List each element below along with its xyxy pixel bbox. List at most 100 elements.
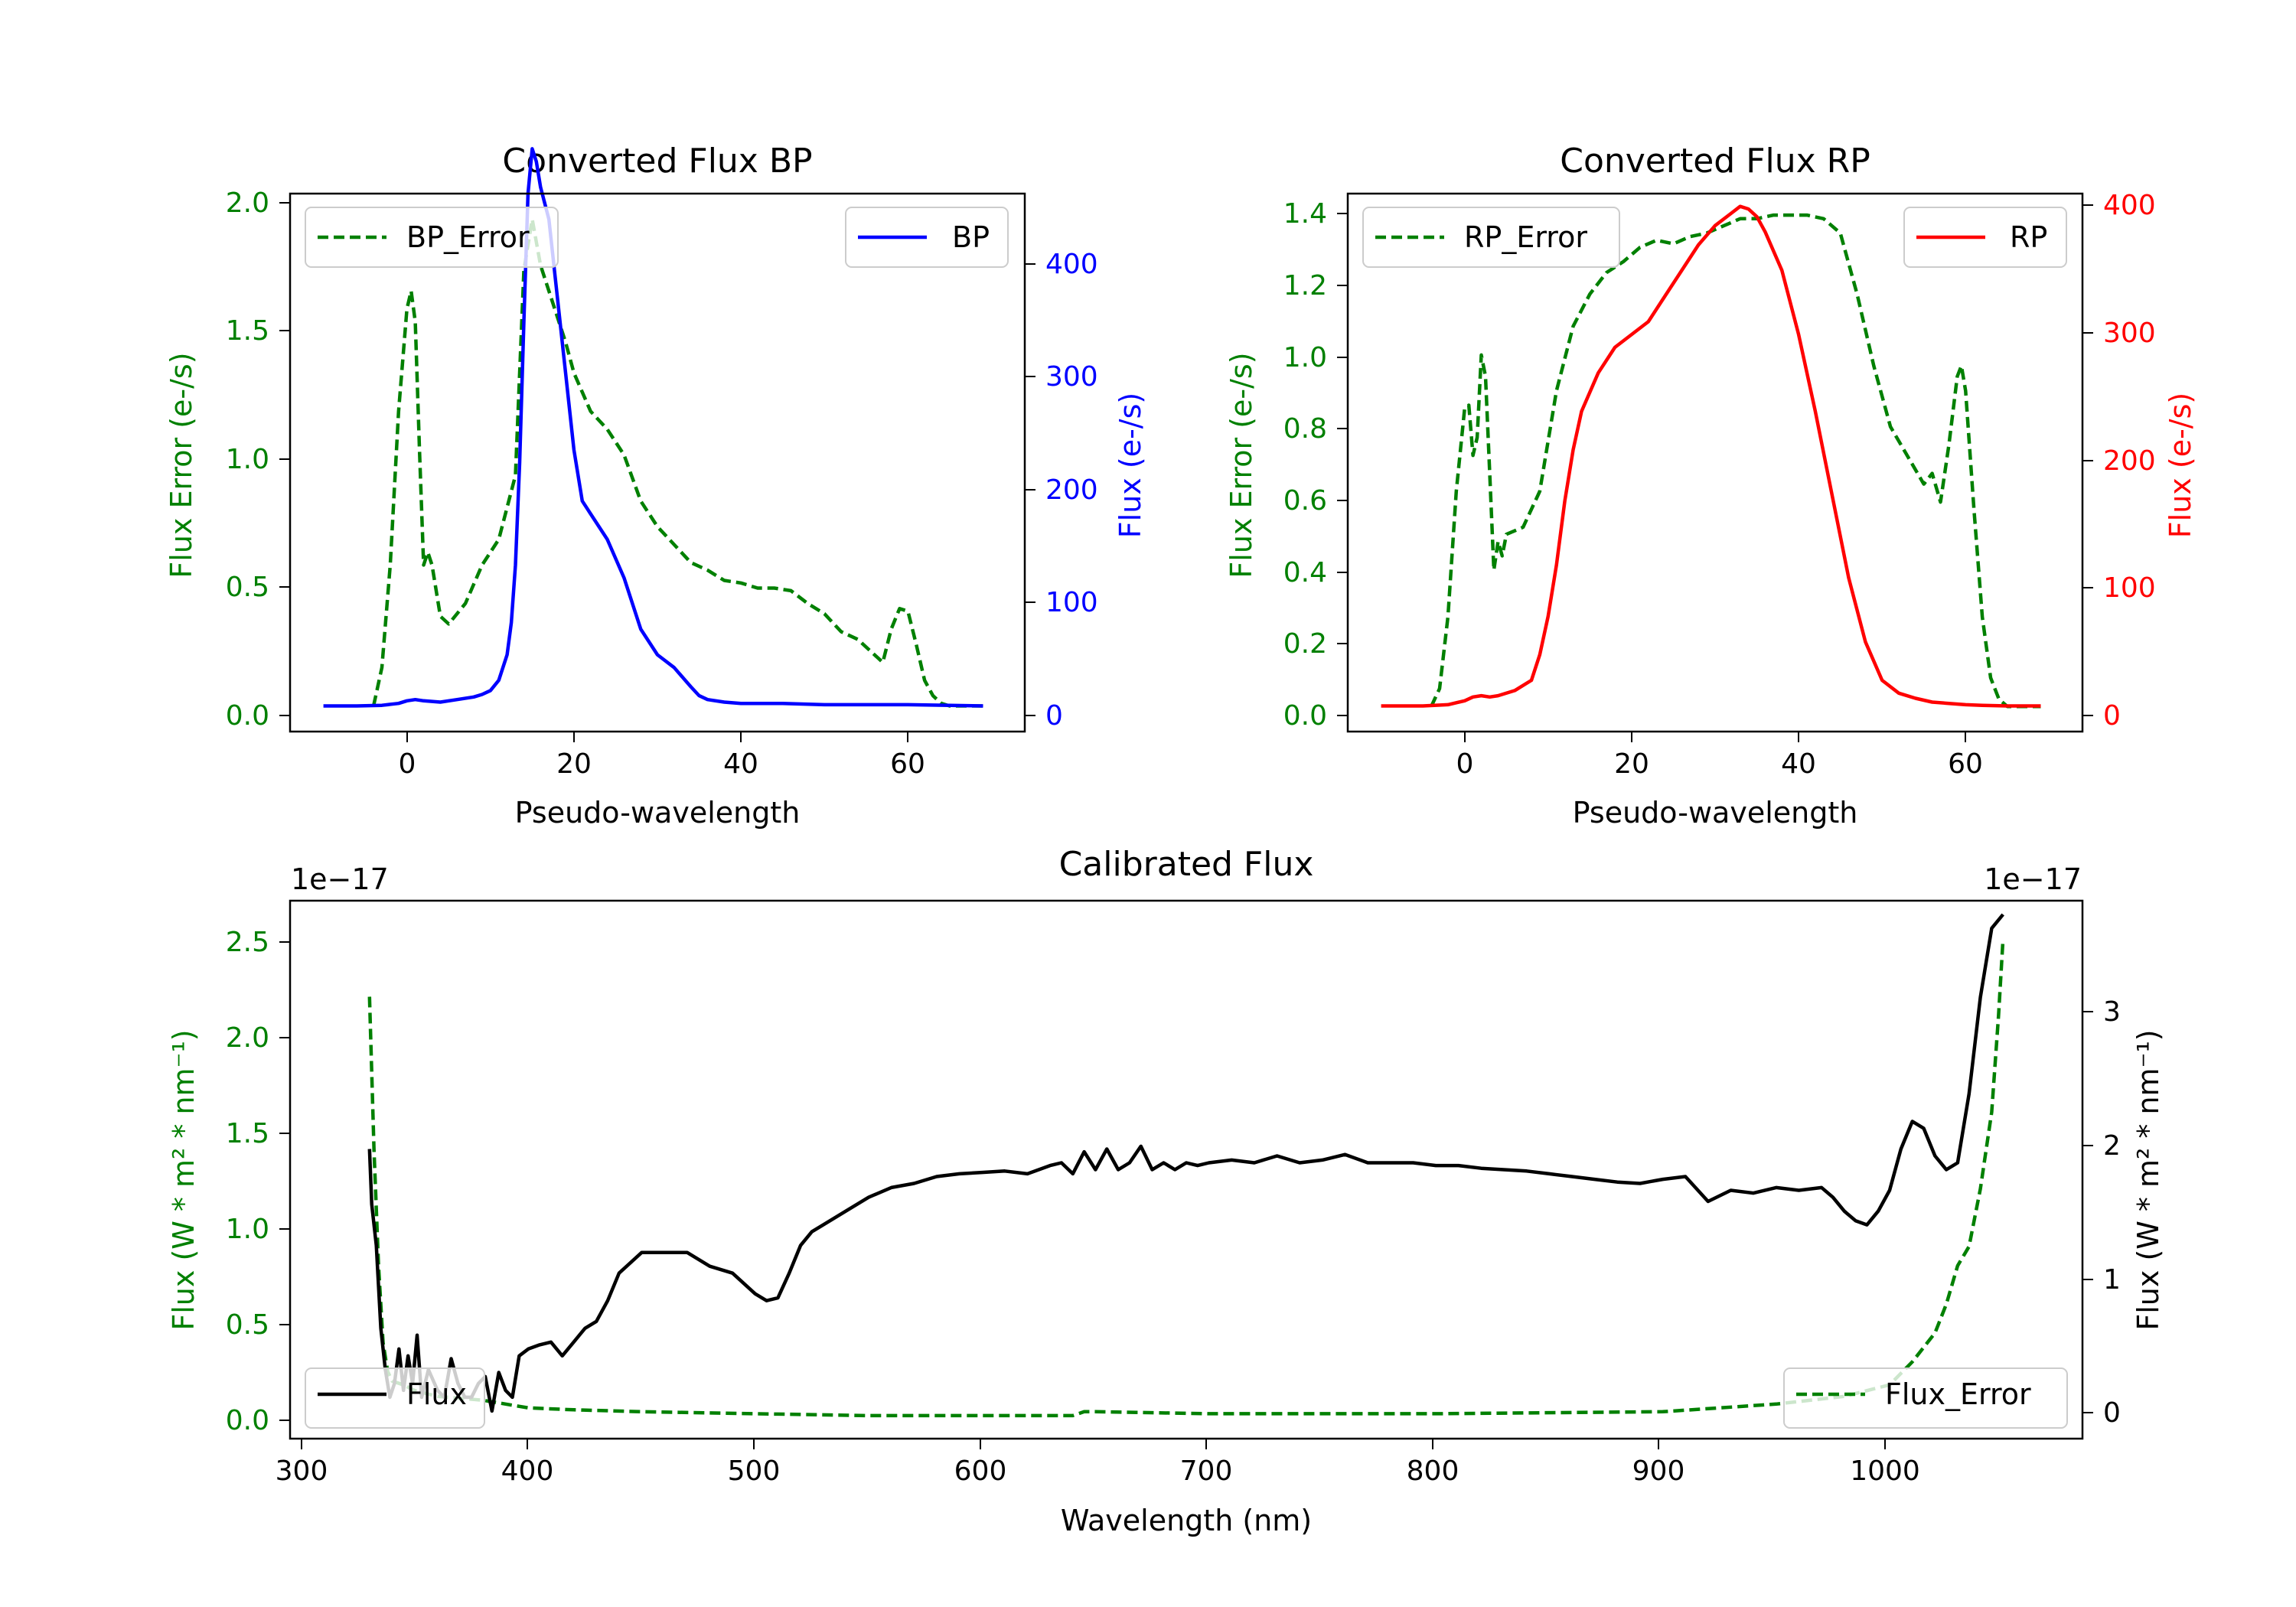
bp-panel: Converted Flux BP Pseudo-wavelength Flux…: [165, 142, 1147, 830]
rp-ylabel-left: Flux Error (e-/s): [1225, 352, 1258, 578]
cal-ytick-right-label: 0: [2103, 1397, 2121, 1429]
cal-ytick-left-label: 2.5: [226, 927, 269, 958]
bp-xtick-label: 0: [399, 748, 416, 780]
cal-ytick-left-label: 1.5: [226, 1118, 269, 1149]
rp-ytick-left-label: 1.2: [1283, 270, 1327, 302]
cal-ytick-right-label: 2: [2103, 1130, 2121, 1162]
rp-ytick-left-label: 1.0: [1283, 342, 1327, 373]
cal-legend-left-box: [305, 1367, 485, 1429]
bp-ytick-left-label: 0.0: [226, 700, 269, 732]
cal-xlabel: Wavelength (nm): [1061, 1504, 1312, 1537]
cal-legend-right: Flux_Error: [1783, 1367, 2068, 1429]
rp-ytick-right-label: 200: [2103, 445, 2156, 477]
bp-ytick-left-label: 1.5: [226, 315, 269, 347]
cal-xtick-label: 500: [728, 1455, 781, 1487]
rp-ytick-left-label: 0.8: [1283, 413, 1327, 445]
cal-legend-flux-label: Flux: [406, 1377, 467, 1411]
rp-ytick-left-label: 0.6: [1283, 485, 1327, 517]
cal-xticks: 300 400 500 600 700 800 900 1000: [276, 1439, 1920, 1487]
rp-title: Converted Flux RP: [1560, 142, 1870, 181]
rp-panel: Converted Flux RP Pseudo-wavelength Flux…: [1225, 142, 2197, 830]
rp-legend-error-label: RP_Error: [1464, 220, 1587, 254]
bp-ytick-right-label: 400: [1045, 249, 1098, 280]
rp-ylabel-right: Flux (e-/s): [2164, 393, 2197, 538]
rp-ytick-right-label: 400: [2103, 190, 2156, 221]
bp-legend-right: BP: [845, 207, 1009, 268]
rp-legend-left: RP_Error: [1362, 207, 1620, 268]
cal-axes-frame: [289, 899, 2084, 1440]
bp-ylabel-left: Flux Error (e-/s): [165, 352, 198, 578]
rp-ytick-right-label: 300: [2103, 318, 2156, 349]
bp-flux-line: [323, 147, 983, 708]
cal-yticks-left: 0.0 0.5 1.0 1.5 2.0 2.5: [226, 927, 290, 1436]
bp-yticks-right: 0 100 200 300 400: [1025, 249, 1098, 732]
rp-error-line: [1430, 213, 2041, 709]
bp-legend-left-box: [305, 207, 559, 268]
rp-legend-right: RP: [1903, 207, 2067, 268]
cal-xtick-label: 900: [1632, 1455, 1685, 1487]
bp-error-line: [371, 217, 983, 708]
cal-yticks-right: 0 1 2 3: [2082, 996, 2121, 1429]
bp-xtick-label: 60: [890, 748, 925, 780]
rp-yticks-right: 0 100 200 300 400: [2082, 190, 2156, 732]
cal-xtick-label: 800: [1407, 1455, 1459, 1487]
rp-xlabel: Pseudo-wavelength: [1573, 796, 1858, 830]
cal-ytick-right-label: 1: [2103, 1264, 2121, 1296]
rp-ytick-left-label: 0.2: [1283, 628, 1327, 660]
bp-ytick-right-label: 300: [1045, 361, 1098, 393]
bp-ytick-right-label: 100: [1045, 587, 1098, 618]
bp-legend-flux-label: BP: [952, 220, 990, 254]
cal-ytick-left-label: 2.0: [226, 1022, 269, 1054]
rp-xtick-label: 40: [1781, 748, 1816, 780]
rp-ytick-left-label: 1.4: [1283, 198, 1327, 230]
bp-xticks: 0 20 40 60: [399, 732, 925, 780]
rp-flux-line: [1381, 204, 2041, 708]
bp-axes-frame: [289, 192, 1026, 733]
cal-legend-error-label: Flux_Error: [1885, 1377, 2031, 1411]
rp-legend-left-box: [1362, 207, 1620, 268]
bp-plot-area: [323, 147, 983, 708]
rp-xtick-label: 60: [1948, 748, 1983, 780]
cal-ytick-left-label: 0.0: [226, 1405, 269, 1436]
cal-legend-right-box: [1783, 1367, 2068, 1429]
bp-legend-error-label: BP_Error: [406, 220, 530, 254]
rp-legend-flux-label: RP: [2010, 220, 2047, 254]
cal-xtick-label: 1000: [1850, 1455, 1920, 1487]
cal-ytick-right-label: 3: [2103, 996, 2121, 1028]
rp-plot-area: [1381, 204, 2041, 709]
rp-ytick-left-label: 0.0: [1283, 700, 1327, 732]
bp-legend-left: BP_Error: [305, 207, 559, 268]
bp-yticks-left: 0.0 0.5 1.0 1.5 2.0: [226, 187, 290, 732]
cal-xtick-label: 400: [501, 1455, 554, 1487]
cal-xtick-label: 700: [1180, 1455, 1233, 1487]
rp-xticks: 0 20 40 60: [1456, 732, 1983, 780]
bp-xlabel: Pseudo-wavelength: [515, 796, 801, 830]
bp-ytick-right-label: 0: [1045, 700, 1063, 732]
rp-xtick-label: 20: [1614, 748, 1649, 780]
cal-offset-right: 1e−17: [1984, 862, 2082, 896]
cal-ylabel-left: Flux (W * m² * nm⁻¹): [167, 1029, 201, 1330]
cal-ytick-left-label: 1.0: [226, 1214, 269, 1245]
cal-legend-left: Flux: [305, 1367, 485, 1429]
cal-ytick-left-label: 0.5: [226, 1309, 269, 1341]
rp-ytick-right-label: 100: [2103, 572, 2156, 604]
bp-ytick-left-label: 1.0: [226, 444, 269, 475]
rp-ytick-right-label: 0: [2103, 700, 2121, 732]
bp-ytick-right-label: 200: [1045, 474, 1098, 506]
cal-panel: Calibrated Flux Wavelength (nm) 1e−17 1e…: [167, 845, 2165, 1537]
bp-title: Converted Flux BP: [502, 142, 812, 181]
bp-xtick-label: 20: [556, 748, 592, 780]
cal-ylabel-right: Flux (W * m² * nm⁻¹): [2131, 1029, 2165, 1330]
bp-ytick-left-label: 2.0: [226, 187, 269, 219]
bp-ytick-left-label: 0.5: [226, 572, 269, 603]
rp-xtick-label: 0: [1456, 748, 1474, 780]
bp-ylabel-right: Flux (e-/s): [1114, 393, 1147, 538]
rp-axes-frame: [1346, 192, 2084, 733]
cal-title: Calibrated Flux: [1059, 845, 1314, 884]
cal-xtick-label: 300: [276, 1455, 328, 1487]
cal-xtick-label: 600: [954, 1455, 1007, 1487]
rp-yticks-left: 0.0 0.2 0.4 0.6 0.8 1.0 1.2 1.4: [1283, 198, 1348, 732]
rp-ytick-left-label: 0.4: [1283, 557, 1327, 588]
bp-xtick-label: 40: [723, 748, 758, 780]
